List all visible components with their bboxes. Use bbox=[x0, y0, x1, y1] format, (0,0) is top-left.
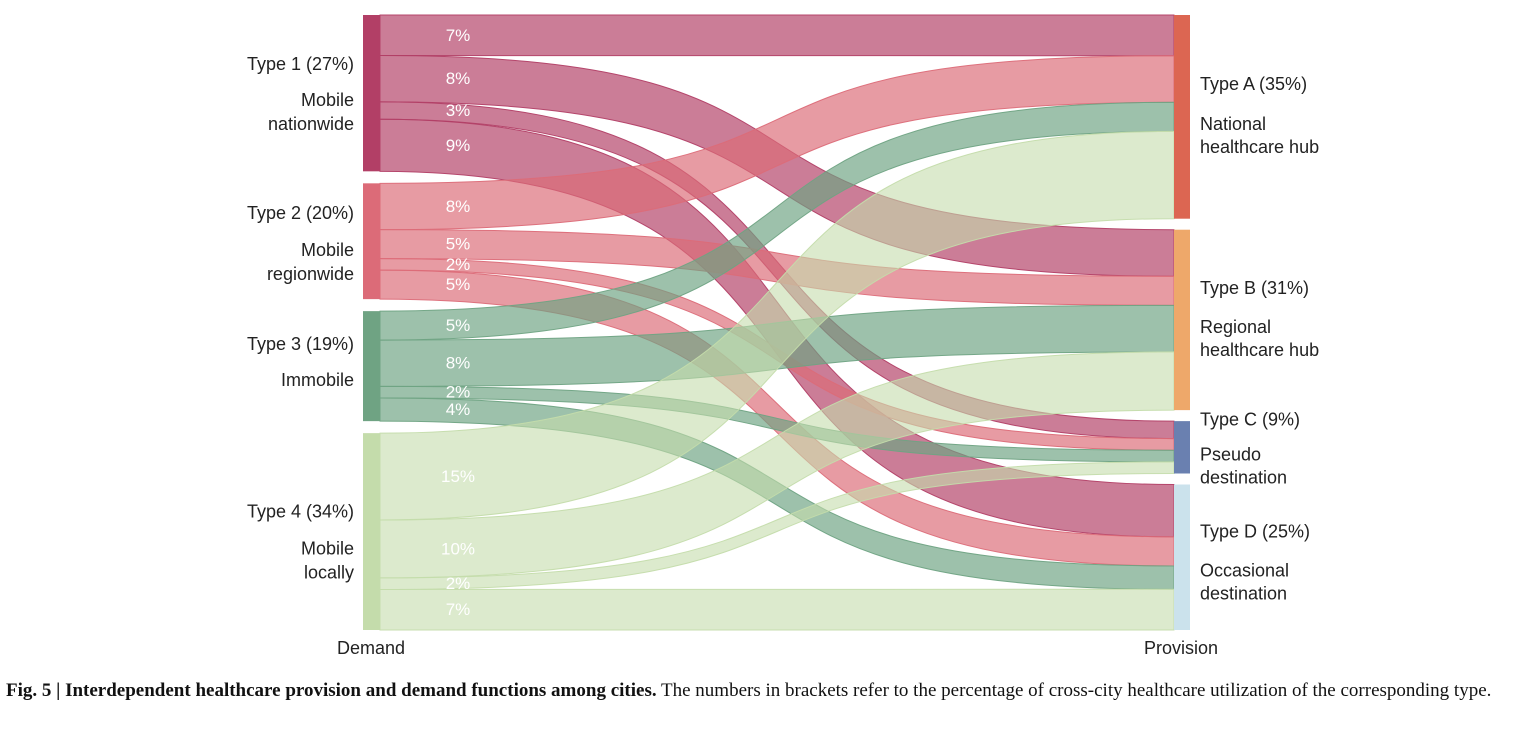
demand-node-t4 bbox=[363, 433, 380, 630]
flow-t4-to-D bbox=[379, 588, 1175, 631]
flow-label-t2-to-B: 5% bbox=[446, 235, 471, 254]
provision-node-B bbox=[1174, 229, 1190, 411]
provision-sublabel-C-1: destination bbox=[1200, 467, 1287, 487]
flow-label-layer: 7%8%3%9%8%5%2%5%5%8%2%4%15%10%2%7% bbox=[441, 26, 475, 619]
provision-sublabel-B-0: Regional bbox=[1200, 317, 1271, 337]
provision-sublabel-D-0: Occasional bbox=[1200, 560, 1289, 580]
flow-label-t4-to-C: 2% bbox=[446, 574, 471, 593]
demand-label-t1: Type 1 (27%) bbox=[247, 54, 354, 74]
provision-label-C: Type C (9%) bbox=[1200, 409, 1300, 429]
caption-figure-number: Fig. 5 | bbox=[6, 680, 66, 701]
flow-label-t1-to-D: 9% bbox=[446, 136, 471, 155]
demand-sublabel-t4-0: Mobile bbox=[301, 539, 354, 559]
flow-label-t4-to-D: 7% bbox=[446, 600, 471, 619]
provision-label-D: Type D (25%) bbox=[1200, 521, 1310, 541]
demand-label-t2: Type 2 (20%) bbox=[247, 203, 354, 223]
provision-node-C bbox=[1174, 421, 1190, 474]
flow-label-t4-to-B: 10% bbox=[441, 539, 475, 558]
provision-label-B: Type B (31%) bbox=[1200, 278, 1309, 298]
demand-sublabel-t1-0: Mobile bbox=[301, 90, 354, 110]
provision-node-A bbox=[1174, 15, 1190, 219]
axis-label-demand: Demand bbox=[337, 638, 405, 658]
axis-label-provision: Provision bbox=[1144, 638, 1218, 658]
flow-label-t2-to-D: 5% bbox=[446, 275, 471, 294]
demand-node-t1 bbox=[363, 15, 380, 172]
flow-layer bbox=[379, 14, 1175, 631]
flow-label-t3-to-D: 4% bbox=[446, 400, 471, 419]
node-layer bbox=[363, 15, 1190, 630]
flow-label-t4-to-A: 15% bbox=[441, 467, 475, 486]
node-label-layer: Type 1 (27%) Mobile nationwide Type 2 (20%)… bbox=[247, 54, 1319, 603]
demand-label-t3: Type 3 (19%) bbox=[247, 334, 354, 354]
flow-label-t1-to-B: 8% bbox=[446, 69, 471, 88]
provision-sublabel-D-1: destination bbox=[1200, 583, 1287, 603]
provision-node-D bbox=[1174, 484, 1190, 630]
demand-sublabel-t1-1: nationwide bbox=[268, 114, 354, 134]
sankey-chart: 7%8%3%9%8%5%2%5%5%8%2%4%15%10%2%7% Type … bbox=[247, 14, 1319, 658]
flow-label-t2-to-A: 8% bbox=[446, 197, 471, 216]
provision-sublabel-B-1: healthcare hub bbox=[1200, 340, 1319, 360]
flow-label-t3-to-B: 8% bbox=[446, 354, 471, 373]
demand-label-t4: Type 4 (34%) bbox=[247, 502, 354, 522]
flow-label-t2-to-C: 2% bbox=[446, 255, 471, 274]
provision-sublabel-A-0: National bbox=[1200, 114, 1266, 134]
flow-label-t1-to-A: 7% bbox=[446, 26, 471, 45]
figure-caption: Fig. 5 | Interdependent healthcare provi… bbox=[6, 676, 1506, 705]
demand-sublabel-t3-0: Immobile bbox=[281, 370, 354, 390]
provision-sublabel-C-0: Pseudo bbox=[1200, 444, 1261, 464]
demand-sublabel-t4-1: locally bbox=[304, 563, 354, 583]
demand-sublabel-t2-1: regionwide bbox=[267, 264, 354, 284]
caption-title: Interdependent healthcare provision and … bbox=[65, 680, 657, 701]
flow-label-t3-to-A: 5% bbox=[446, 316, 471, 335]
demand-node-t3 bbox=[363, 311, 380, 422]
caption-text: The numbers in brackets refer to the per… bbox=[656, 680, 1492, 701]
provision-label-A: Type A (35%) bbox=[1200, 74, 1307, 94]
flow-label-t1-to-C: 3% bbox=[446, 101, 471, 120]
flow-label-t3-to-C: 2% bbox=[446, 383, 471, 402]
demand-sublabel-t2-0: Mobile bbox=[301, 240, 354, 260]
demand-node-t2 bbox=[363, 183, 380, 300]
flow-t1-to-A bbox=[379, 14, 1175, 57]
provision-sublabel-A-1: healthcare hub bbox=[1200, 137, 1319, 157]
